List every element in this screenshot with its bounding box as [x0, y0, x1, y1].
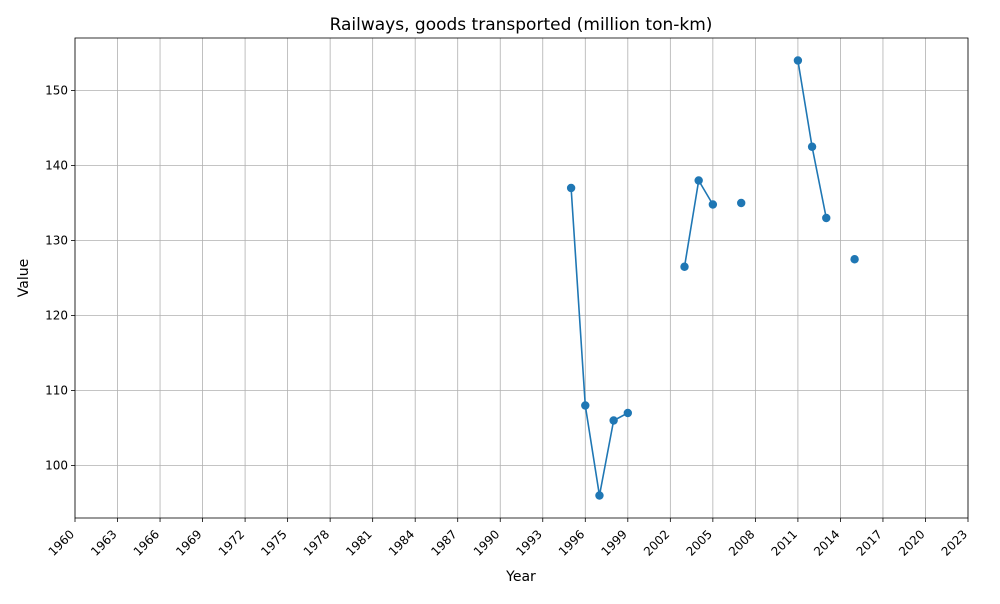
y-tick-label: 130: [45, 234, 68, 248]
y-axis-label: Value: [16, 259, 32, 297]
data-point: [694, 176, 703, 185]
x-tick-label: 1990: [471, 527, 502, 558]
x-tick-label: 2014: [811, 527, 842, 558]
data-point: [807, 142, 817, 151]
x-tick-label: 1996: [556, 527, 587, 558]
x-tick-label: 1975: [258, 527, 289, 558]
y-tick-label: 150: [45, 84, 68, 98]
x-tick-label: 2005: [683, 527, 714, 558]
x-tick-label: 2023: [939, 527, 970, 558]
x-tick-label: 1978: [301, 527, 332, 558]
data-point: [793, 56, 803, 65]
x-tick-label: 1999: [598, 527, 629, 558]
chart-title: Railways, goods transported (million ton…: [330, 15, 713, 35]
x-tick-label: 1984: [386, 527, 417, 558]
x-tick-label: 2008: [726, 527, 757, 558]
x-axis-label: Year: [505, 569, 536, 585]
x-tick-label: 1987: [428, 527, 459, 558]
grid: [74, 38, 969, 518]
x-tick-label: 1963: [88, 527, 119, 558]
y-tick-label: 110: [45, 384, 68, 398]
data-point: [595, 491, 604, 500]
data-point: [737, 198, 746, 208]
series-line-segment: [683, 178, 714, 267]
x-tick-label: 1993: [513, 527, 544, 558]
series-line-segment: [570, 187, 629, 496]
x-tick-label: 1972: [216, 527, 247, 558]
data-point: [609, 416, 618, 425]
y-axis-ticks: 100 110 120 130 140 150: [45, 84, 75, 473]
data-point: [623, 408, 633, 418]
data-point: [822, 213, 831, 223]
y-tick-label: 100: [45, 459, 68, 473]
y-tick-label: 120: [45, 309, 68, 323]
x-tick-label: 2017: [854, 527, 885, 558]
y-tick-label: 140: [45, 159, 68, 173]
x-tick-label: 1966: [131, 527, 162, 558]
data-point: [850, 255, 859, 264]
x-tick-label: 1960: [46, 527, 77, 558]
data-point: [581, 401, 590, 410]
x-tick-label: 2020: [896, 527, 927, 558]
data-point: [680, 262, 689, 271]
plot-frame: [74, 37, 969, 519]
x-tick-label: 2002: [641, 527, 672, 558]
data-point: [566, 183, 576, 193]
x-tick-label: 1981: [343, 527, 374, 558]
x-axis-ticks: 1960 1963 1966 1969 1972 1975 1978 1981 1984 1987…: [46, 518, 970, 559]
series-layer: [566, 56, 859, 500]
data-point: [708, 200, 718, 209]
series-line-segment: [797, 60, 828, 219]
x-tick-label: 2011: [769, 527, 800, 558]
x-tick-label: 1969: [173, 527, 204, 558]
